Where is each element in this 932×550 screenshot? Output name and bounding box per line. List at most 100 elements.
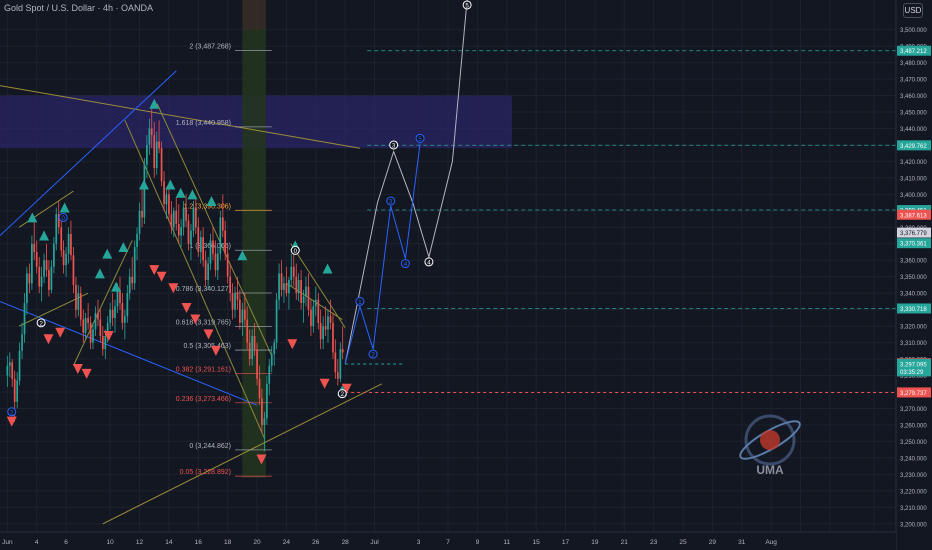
candle-body <box>141 210 143 218</box>
wave-label-circle <box>424 257 434 267</box>
wave-label-text: 4 <box>404 262 408 268</box>
candle-body <box>123 316 126 323</box>
candle-body <box>339 349 342 379</box>
pivot-high-marker <box>27 212 38 223</box>
fib-level-label: 2 (3,487.268) <box>189 44 231 51</box>
candle-body <box>300 280 302 304</box>
candle-body <box>278 273 280 300</box>
candle-body <box>180 227 182 236</box>
candle-body <box>50 266 53 290</box>
pivot-low-marker <box>43 334 54 345</box>
time-tick-label: 29 <box>709 539 717 546</box>
pivot-high-marker <box>149 98 160 109</box>
candle-body <box>133 247 136 284</box>
wave-label-circle <box>389 140 399 150</box>
candle-body <box>327 316 329 330</box>
candle-body <box>168 194 170 215</box>
candle-body <box>292 266 295 277</box>
price-tick-label: 3,470.000 <box>900 78 927 84</box>
candle-body <box>324 326 327 330</box>
price-tag-label: 3,376.779 <box>900 231 927 237</box>
candle-body <box>224 230 227 254</box>
descending-resistance-line <box>0 85 360 149</box>
candle-body <box>45 260 48 271</box>
price-tag-bg <box>897 140 931 151</box>
symbol-title: Gold Spot / U.S. Dollar · 4h · OANDA <box>4 3 154 13</box>
wave-label-circle <box>368 349 378 359</box>
price-tick-label: 3,210.000 <box>900 506 927 512</box>
time-tick-label: 12 <box>136 539 144 546</box>
wave-label-text: 2 <box>371 353 375 359</box>
candle-body <box>317 299 320 323</box>
candle-body <box>33 243 36 252</box>
fib-level-label: 0.618 (3,319.765) <box>176 320 231 327</box>
pivot-low-marker <box>156 271 167 282</box>
wave-label-text: 5 <box>418 137 422 143</box>
candle-body <box>319 322 322 340</box>
price-tick-label: 3,400.000 <box>900 193 927 199</box>
candle-body <box>290 266 293 280</box>
candle-body <box>101 336 104 350</box>
logo-core <box>760 430 780 450</box>
candle-body <box>199 237 202 252</box>
pivot-low-marker <box>203 329 214 340</box>
price-tick-label: 3,500.000 <box>900 28 927 34</box>
candle-body <box>16 380 19 402</box>
fib-level-label: 0.236 (3,273.466) <box>176 396 231 403</box>
pivot-high-marker <box>175 187 186 198</box>
price-tag-bg <box>897 303 931 314</box>
wave-label-text: 4 <box>427 260 431 266</box>
price-tick-label: 3,350.000 <box>900 275 927 281</box>
time-tick-label: 16 <box>195 539 203 546</box>
candle-body <box>216 253 219 271</box>
wave-label-text: 2 <box>10 410 14 416</box>
wave-label-circle <box>462 0 472 10</box>
candle-body <box>258 378 261 399</box>
price-tick-label: 3,250.000 <box>900 440 927 446</box>
candle-body <box>219 217 222 254</box>
pivot-low-marker <box>256 454 267 465</box>
pivot-high-marker <box>102 248 113 259</box>
candle-body <box>165 194 168 205</box>
time-tick-label: 9 <box>476 539 480 546</box>
vertical-band-fib <box>242 29 266 478</box>
candle-body <box>253 336 256 350</box>
candle-body <box>136 233 138 248</box>
pivot-low-marker <box>190 314 201 325</box>
candle-body <box>131 276 134 284</box>
price-tag-label: 03:35:29 <box>900 370 924 376</box>
candle-body <box>185 207 187 221</box>
price-tick-label: 3,200.000 <box>900 522 927 528</box>
price-tag-label: 3,279.737 <box>900 391 927 397</box>
candle-body <box>114 306 116 318</box>
candle-body <box>239 299 241 323</box>
candle-body <box>65 253 67 266</box>
currency-button[interactable]: USD <box>903 3 923 18</box>
pivot-high-marker <box>118 242 129 253</box>
elliott-wave-projection: 3 4 5 1 2 3 4 5 2 0 2 2 0 <box>7 0 472 417</box>
time-tick-label: 17 <box>562 539 570 546</box>
candle-body <box>67 233 70 254</box>
fibonacci-retracement: 0 (3,244.862) 0.236 (3,273.466) 0.382 (3,2… <box>176 44 896 477</box>
time-tick-label: 20 <box>253 539 261 546</box>
candle-body <box>79 293 82 320</box>
candle-body <box>256 349 258 379</box>
candle-body <box>175 210 178 224</box>
price-tick-label: 3,270.000 <box>900 407 927 413</box>
time-axis-bg <box>0 532 896 550</box>
price-tick-label: 3,450.000 <box>900 111 927 117</box>
time-tick-label: 6 <box>64 539 68 546</box>
wave-label-circle <box>337 389 347 399</box>
logo-ring <box>744 414 796 466</box>
time-tick-label: 19 <box>591 539 599 546</box>
candle-body <box>26 273 28 304</box>
candle-body <box>192 207 195 231</box>
time-tick-label: Jun <box>2 539 13 546</box>
candle-body <box>329 316 332 323</box>
wave-label-circle <box>58 212 68 222</box>
fib-level-label: 0 (3,244.862) <box>189 443 231 450</box>
pivot-low-marker <box>149 265 160 276</box>
candle-body <box>48 270 50 290</box>
candle-body <box>53 243 55 267</box>
